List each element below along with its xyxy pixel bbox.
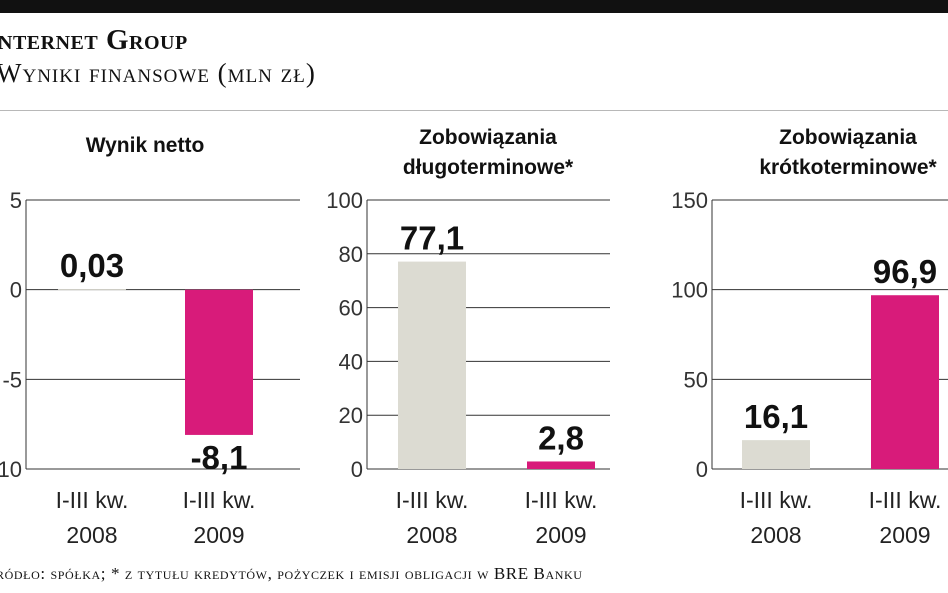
bar-2009 (871, 295, 939, 469)
top-bar (0, 0, 948, 13)
y-tick-label: 0 (10, 278, 22, 303)
category-label: 2009 (535, 522, 586, 548)
y-tick-label: 0 (696, 457, 708, 482)
category-label: 2009 (193, 522, 244, 548)
panel-title: Zobowiązania długoterminowe* (403, 126, 574, 179)
bar-2008 (58, 289, 126, 291)
category-label: I-III kw. (869, 487, 942, 513)
bar-2008 (398, 261, 466, 469)
panel-title: Wynik netto (86, 134, 205, 157)
category-label: I-III kw. (396, 487, 469, 513)
data-label: 16,1 (744, 398, 808, 435)
category-label: I-III kw. (56, 487, 129, 513)
chart-subtitle: Wyniki finansowe (mln zł) (0, 58, 316, 88)
y-tick-label: 50 (684, 367, 708, 392)
y-tick-label: -5 (2, 367, 22, 392)
data-label: -8,1 (191, 439, 248, 476)
bar-2008 (742, 440, 810, 469)
data-label: 2,8 (538, 419, 584, 456)
header-divider (0, 110, 948, 111)
bar-2009 (185, 289, 253, 435)
y-tick-label: 20 (339, 403, 363, 428)
category-label: I-III kw. (183, 487, 256, 513)
y-tick-label: 10 (0, 457, 22, 482)
y-tick-label: 40 (339, 349, 363, 374)
y-tick-label: 5 (10, 188, 22, 213)
y-tick-label: 0 (351, 457, 363, 482)
category-label: I-III kw. (525, 487, 598, 513)
panel-title: Zobowiązania krótkoterminowe* (759, 126, 937, 179)
category-label: I-III kw. (740, 487, 813, 513)
bar-2009 (527, 461, 595, 469)
category-label: 2009 (879, 522, 930, 548)
category-label: 2008 (750, 522, 801, 548)
source-note: ródło: spółka; * z tytułu kredytów, poży… (0, 564, 583, 583)
y-tick-label: 60 (339, 296, 363, 321)
y-tick-label: 150 (671, 188, 708, 213)
category-label: 2008 (406, 522, 457, 548)
y-tick-label: 80 (339, 242, 363, 267)
y-tick-label: 100 (671, 278, 708, 303)
chart-title: nternet Group (0, 24, 188, 56)
category-label: 2008 (66, 522, 117, 548)
data-label: 0,03 (60, 247, 124, 284)
data-label: 96,9 (873, 253, 937, 290)
y-tick-label: 100 (326, 188, 363, 213)
data-label: 77,1 (400, 220, 464, 257)
